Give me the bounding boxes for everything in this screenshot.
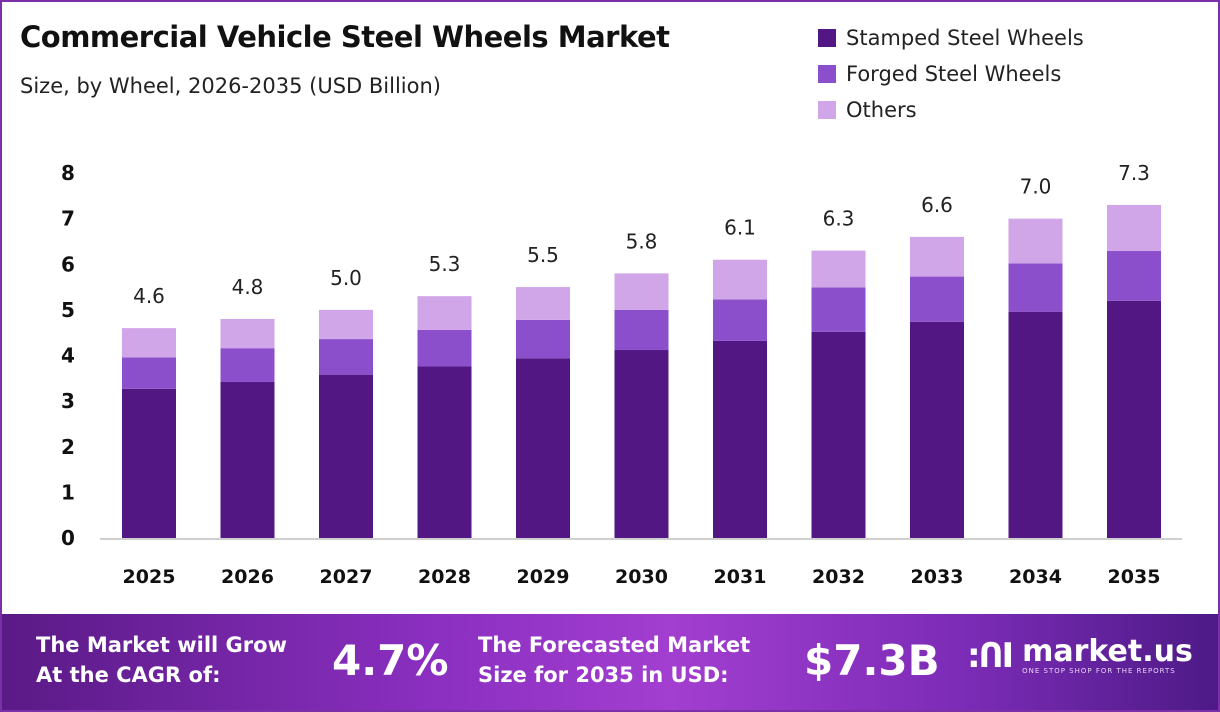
x-tick-label: 2030 xyxy=(615,566,668,588)
legend-item-forged: Forged Steel Wheels xyxy=(818,56,1084,92)
legend: Stamped Steel Wheels Forged Steel Wheels… xyxy=(818,20,1084,128)
bar-segment-others xyxy=(910,236,964,277)
data-label: 4.6 xyxy=(133,284,165,308)
y-tick-label: 5 xyxy=(61,298,75,322)
brand-tagline: ONE STOP SHOP FOR THE REPORTS xyxy=(1022,667,1176,675)
bar-segment-stamped-steel-wheels xyxy=(614,350,669,538)
bar-segment-others xyxy=(417,296,472,330)
x-tick-label: 2032 xyxy=(812,566,865,588)
bar-segment-forged-steel-wheels xyxy=(417,329,472,367)
forecast-label-line1: The Forecasted Market xyxy=(478,633,751,657)
bar-segment-forged-steel-wheels xyxy=(910,276,964,322)
data-label: 7.0 xyxy=(1020,175,1052,199)
y-tick-label: 8 xyxy=(61,161,75,185)
cagr-label-line1: The Market will Grow xyxy=(36,633,287,657)
data-label: 6.3 xyxy=(823,207,855,231)
bar-segment-stamped-steel-wheels xyxy=(122,388,176,538)
bar-segment-others xyxy=(122,328,176,358)
data-label: 6.6 xyxy=(921,193,953,217)
y-tick-label: 3 xyxy=(61,389,75,413)
bar-segment-forged-steel-wheels xyxy=(811,287,866,332)
x-tick-label: 2035 xyxy=(1108,566,1161,588)
stacked-bar-chart: 0 1 2 3 4 5 6 7 8 4.6 2025 4.8 2026 5.0 2027 5.3 2028 5.5… xyxy=(61,161,1182,588)
bar-segment-others xyxy=(220,319,275,349)
bar-segment-others xyxy=(614,273,669,310)
logo-mark-icon: :ՈI xyxy=(967,636,1014,676)
legend-label: Forged Steel Wheels xyxy=(846,62,1062,86)
bar-segment-forged-steel-wheels xyxy=(713,299,767,341)
legend-item-stamped: Stamped Steel Wheels xyxy=(818,20,1084,56)
y-tick-label: 0 xyxy=(61,526,75,550)
footer-banner: The Market will Grow At the CAGR of: 4.7… xyxy=(2,614,1218,710)
legend-swatch xyxy=(818,101,836,119)
x-tick-label: 2025 xyxy=(123,566,176,588)
x-tick-label: 2029 xyxy=(517,566,570,588)
bar-segment-forged-steel-wheels xyxy=(220,348,275,382)
bar-segment-stamped-steel-wheels xyxy=(713,340,767,538)
x-tick-label: 2027 xyxy=(320,566,373,588)
bar-segment-stamped-steel-wheels xyxy=(417,366,472,538)
x-tick-label: 2026 xyxy=(221,566,274,588)
y-tick-label: 4 xyxy=(61,344,75,368)
x-tick-label: 2028 xyxy=(418,566,471,588)
bar-segment-forged-steel-wheels xyxy=(1008,263,1063,312)
forecast-value: $7.3B xyxy=(804,636,940,685)
bar-segment-others xyxy=(516,287,570,320)
forecast-label: The Forecasted Market Size for 2035 in U… xyxy=(478,630,750,690)
bar-segment-forged-steel-wheels xyxy=(614,309,669,351)
bar-segment-others xyxy=(1008,218,1063,264)
legend-swatch xyxy=(818,29,836,47)
bar-segment-stamped-steel-wheels xyxy=(220,381,275,538)
x-tick-label: 2033 xyxy=(911,566,964,588)
bar-segment-stamped-steel-wheels xyxy=(1008,311,1063,538)
x-tick-label: 2034 xyxy=(1009,566,1062,588)
y-tick-label: 7 xyxy=(61,207,75,231)
y-tick-label: 1 xyxy=(61,480,75,504)
bar-segment-stamped-steel-wheels xyxy=(910,321,964,538)
bar-segment-others xyxy=(811,250,866,288)
data-label: 5.8 xyxy=(626,229,658,253)
legend-swatch xyxy=(818,65,836,83)
data-label: 6.1 xyxy=(724,216,756,240)
legend-item-others: Others xyxy=(818,92,1084,128)
data-label: 5.0 xyxy=(330,266,362,290)
chart-subtitle: Size, by Wheel, 2026-2035 (USD Billion) xyxy=(20,74,441,98)
bar-segment-stamped-steel-wheels xyxy=(811,331,866,538)
bar-segment-stamped-steel-wheels xyxy=(516,358,570,538)
bar-segment-stamped-steel-wheels xyxy=(319,374,373,538)
brand-name: market.us xyxy=(1022,634,1193,669)
bar-segment-forged-steel-wheels xyxy=(122,357,176,389)
legend-label: Stamped Steel Wheels xyxy=(846,26,1084,50)
y-tick-label: 6 xyxy=(61,252,75,276)
legend-label: Others xyxy=(846,98,917,122)
chart-title: Commercial Vehicle Steel Wheels Market xyxy=(20,20,670,54)
bar-segment-forged-steel-wheels xyxy=(319,339,373,375)
data-label: 7.3 xyxy=(1118,161,1150,185)
brand-logo: :ՈI market.us ONE STOP SHOP FOR THE REPO… xyxy=(967,636,1193,676)
bar-segment-others xyxy=(713,259,767,300)
bar-segment-others xyxy=(319,309,373,340)
cagr-value: 4.7% xyxy=(332,636,449,685)
y-tick-label: 2 xyxy=(61,435,75,459)
bar-segment-others xyxy=(1107,204,1161,252)
cagr-label: The Market will Grow At the CAGR of: xyxy=(36,630,287,690)
x-tick-label: 2031 xyxy=(714,566,767,588)
data-label: 5.5 xyxy=(527,243,559,267)
cagr-label-line2: At the CAGR of: xyxy=(36,663,221,687)
data-label: 5.3 xyxy=(429,252,461,276)
data-label: 4.8 xyxy=(232,275,264,299)
bar-segment-forged-steel-wheels xyxy=(516,319,570,359)
forecast-label-line2: Size for 2035 in USD: xyxy=(478,663,729,687)
bar-segment-forged-steel-wheels xyxy=(1107,251,1161,301)
bar-segment-stamped-steel-wheels xyxy=(1107,300,1161,538)
